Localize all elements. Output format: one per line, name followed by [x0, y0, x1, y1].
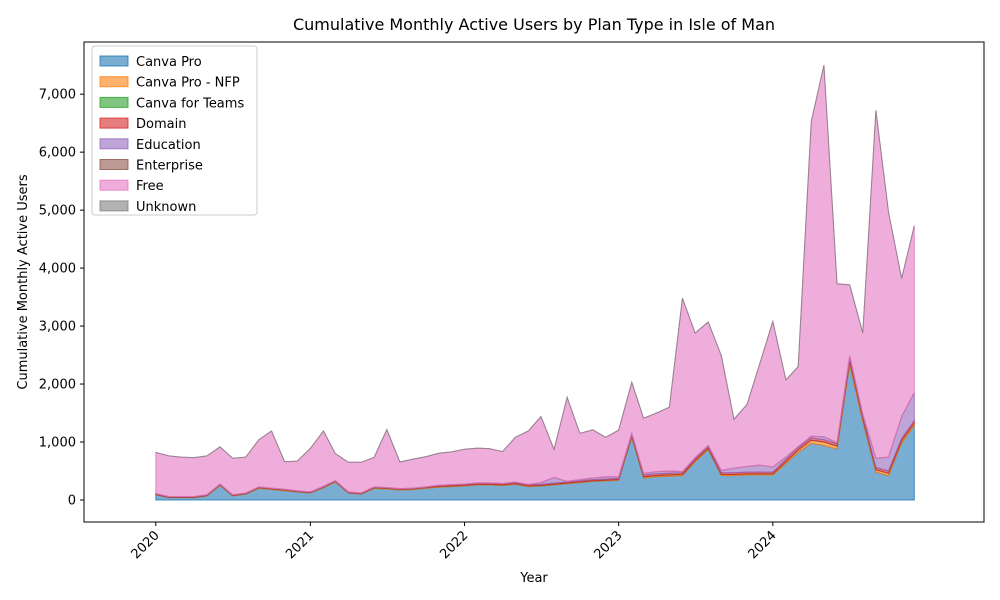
- y-tick-label: 7,000: [39, 88, 76, 103]
- legend-label-education: Education: [136, 138, 201, 153]
- x-tick-label: 2023: [591, 528, 625, 562]
- legend: Canva Pro Canva Pro - NFP Canva for Teams D…: [91, 45, 258, 216]
- chart-title: Cumulative Monthly Active Users by Plan …: [293, 15, 775, 34]
- y-axis: 0 1,000 2,000 3,000 4,000 5,000 6,000 7,000: [39, 88, 84, 508]
- legend-swatch-free: [99, 179, 129, 191]
- legend-swatch-education: [99, 138, 129, 150]
- y-tick-label: 2,000: [39, 378, 76, 393]
- plot-area: [155, 65, 915, 501]
- legend-label-canva-pro-nfp: Canva Pro - NFP: [136, 76, 240, 91]
- legend-swatch-enterprise: [99, 159, 129, 170]
- y-tick-label: 4,000: [39, 262, 76, 277]
- legend-swatch-domain: [99, 117, 129, 129]
- legend-label-unknown: Unknown: [136, 200, 196, 215]
- x-tick-label: 2022: [437, 528, 471, 562]
- legend-swatch-canva-pro-nfp: [99, 76, 129, 88]
- y-tick-label: 0: [68, 493, 76, 508]
- legend-swatch-canva-pro: [99, 55, 129, 67]
- legend-box: [91, 45, 258, 216]
- legend-swatch-unknown: [99, 200, 129, 212]
- y-tick-label: 5,000: [39, 204, 76, 219]
- area-unknown: [155, 65, 915, 463]
- legend-label-canva-pro: Canva Pro: [136, 55, 202, 70]
- y-tick-label: 1,000: [39, 436, 76, 451]
- legend-label-canva-for-teams: Canva for Teams: [136, 96, 244, 111]
- legend-label-domain: Domain: [136, 117, 186, 132]
- x-tick-label: 2024: [746, 528, 780, 562]
- x-axis-label: Year: [519, 571, 548, 586]
- legend-label-enterprise: Enterprise: [136, 159, 203, 174]
- y-tick-label: 3,000: [39, 320, 76, 335]
- y-axis-label: Cumulative Monthly Active Users: [16, 174, 31, 389]
- legend-label-free: Free: [136, 179, 164, 194]
- x-axis: 2020 2021 2022 2023 2024: [129, 522, 780, 562]
- x-tick-label: 2021: [283, 528, 317, 562]
- x-tick-label: 2020: [129, 528, 163, 562]
- legend-swatch-canva-for-teams: [99, 96, 129, 108]
- plot-frame: [83, 41, 985, 523]
- y-tick-label: 6,000: [39, 146, 76, 161]
